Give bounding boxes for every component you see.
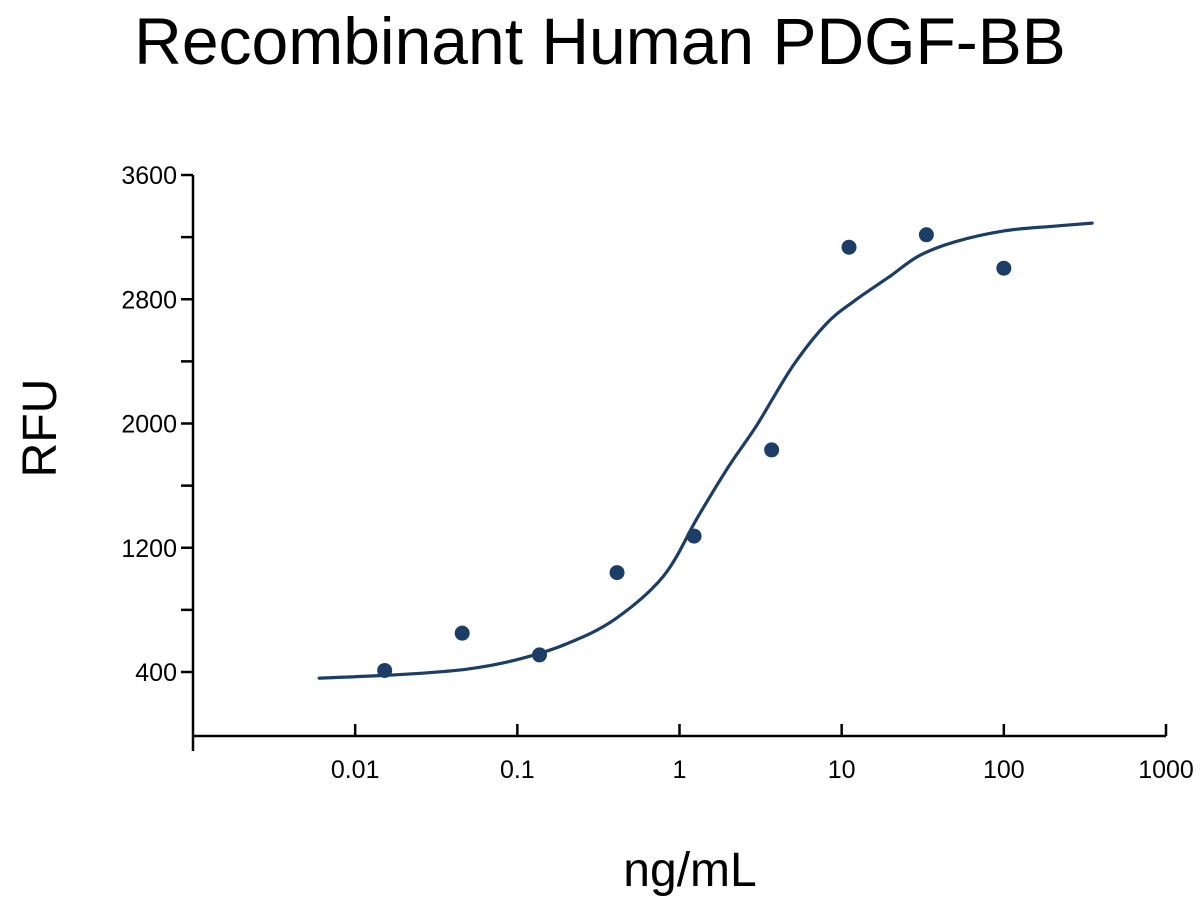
x-axis-label: ng/mL	[623, 844, 756, 897]
x-tick-label: 0.1	[500, 756, 535, 784]
data-point	[841, 239, 857, 255]
x-tick-label: 10	[828, 756, 856, 784]
fit-curve-layer	[317, 221, 1094, 680]
y-tick-label: 3600	[121, 162, 177, 190]
x-tick-label: 100	[983, 756, 1025, 784]
y-tick-label: 400	[135, 659, 177, 687]
y-tick-label: 1200	[121, 535, 177, 563]
data-point	[532, 647, 548, 663]
x-ticks: 0.01 0.1 1 10 100 1000	[331, 724, 1194, 784]
x-tick-label: 1	[673, 756, 687, 784]
data-point	[609, 565, 625, 581]
x-tick-label: 0.01	[331, 756, 380, 784]
y-ticks: 400 1200 2000 2800 3600	[121, 162, 193, 687]
y-axis-label: RFU	[14, 379, 67, 478]
data-point	[686, 528, 702, 544]
data-point	[454, 625, 470, 641]
axes	[191, 175, 1166, 751]
fit-curve	[317, 221, 1094, 680]
data-point	[918, 227, 934, 243]
data-points-layer	[377, 227, 1012, 678]
chart-title: Recombinant Human PDGF-BB	[134, 4, 1066, 78]
x-tick-label: 1000	[1138, 756, 1194, 784]
y-tick-label: 2000	[121, 411, 177, 439]
data-point	[764, 442, 780, 458]
data-point	[996, 260, 1012, 276]
y-tick-label: 2800	[121, 286, 177, 314]
data-point	[377, 662, 393, 678]
